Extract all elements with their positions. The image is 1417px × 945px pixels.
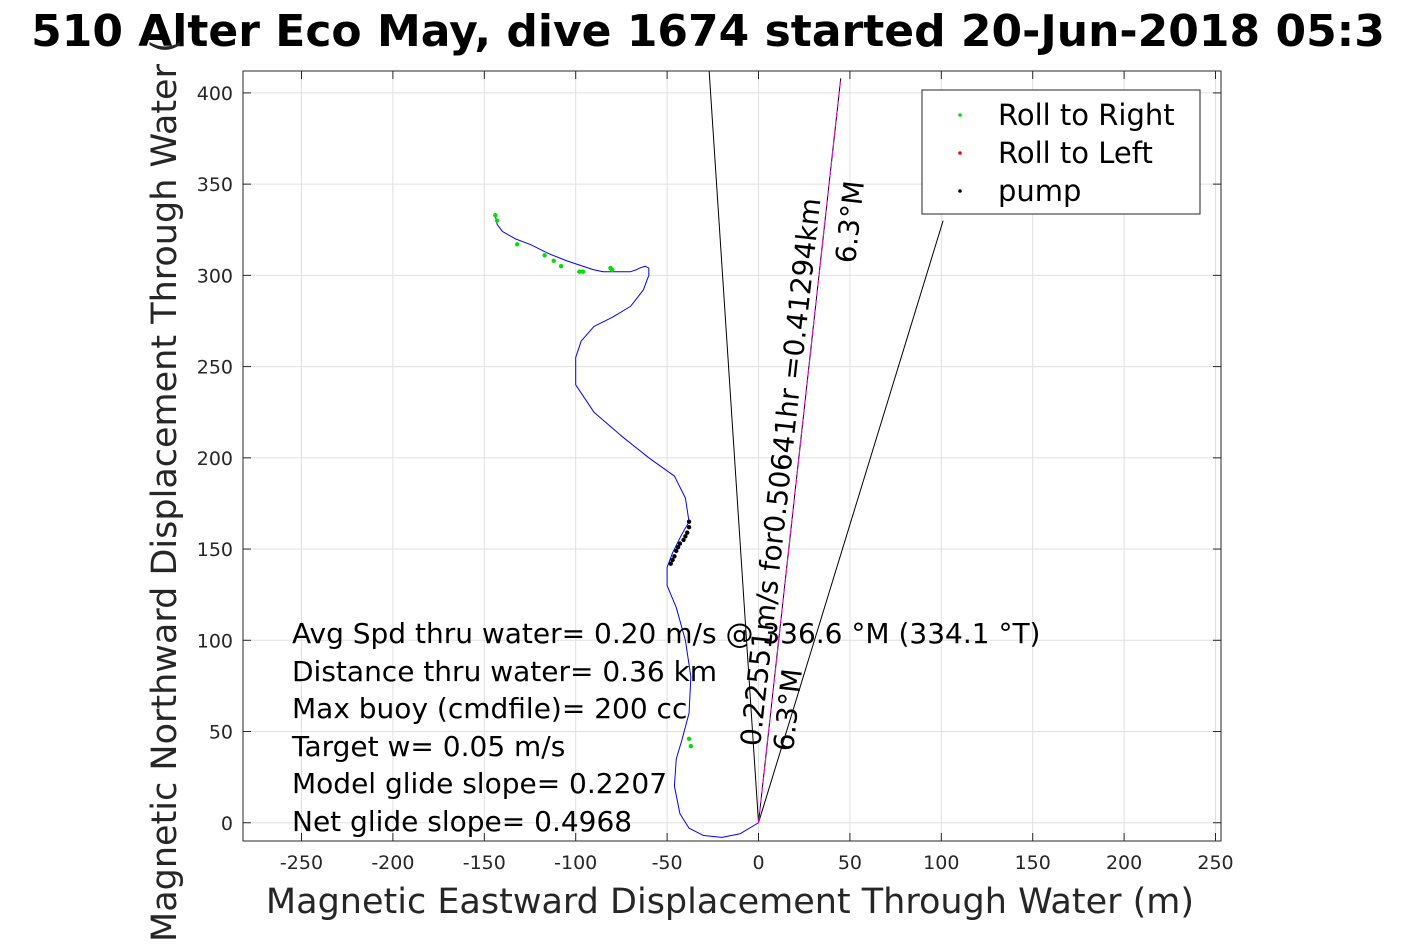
pump-point [677, 541, 683, 546]
y-tick-label: 150 [197, 539, 233, 561]
pump-point [674, 548, 679, 554]
roll-to-right-point [494, 218, 500, 223]
annotation-target-w: Target w= 0.05 m/s [291, 730, 565, 763]
roll-to-right-point [542, 253, 547, 258]
pump-point [681, 537, 686, 543]
plot-frame [242, 70, 1222, 842]
y-tick-label: 300 [197, 265, 233, 287]
roll-to-right-point [577, 269, 582, 274]
track-line [494, 215, 759, 838]
annotation-max-buoy: Max buoy (cmdfile)= 200 cc [292, 692, 687, 725]
x-tick-label: 250 [1197, 852, 1233, 874]
legend-box [921, 89, 1201, 215]
x-tick-label: -100 [554, 852, 597, 874]
y-axis-label: Magnetic Northward Displacement Through … [145, 39, 185, 942]
roll-to-right-point [580, 269, 586, 274]
annotation-distance: Distance thru water= 0.36 km [292, 655, 717, 688]
x-tick-label: -150 [463, 852, 506, 874]
ref-line-2-line [758, 220, 944, 823]
x-tick-label: 200 [1106, 852, 1142, 874]
roll-to-right-point [558, 264, 564, 269]
annotation-net-glide: Net glide slope= 0.4968 [292, 805, 632, 838]
x-tick-label: 100 [923, 852, 959, 874]
roll-to-right-point [686, 736, 692, 742]
y-tick-label: 100 [197, 630, 233, 652]
roll-to-right-point [493, 212, 498, 218]
pump-point [686, 524, 692, 530]
y-tick-label: 250 [197, 357, 233, 379]
x-tick-label: 50 [838, 852, 862, 874]
pump-point [686, 519, 692, 524]
pump-point [668, 561, 673, 566]
roll-to-right-point [515, 242, 520, 247]
x-tick-label: -200 [371, 852, 414, 874]
pump-point [685, 530, 690, 535]
legend-marker-roll-left [958, 151, 962, 155]
x-tick-label: -250 [280, 852, 323, 874]
annotation-model-glide: Model glide slope= 0.2207 [292, 767, 667, 800]
y-tick-label: 0 [221, 813, 233, 835]
legend-marker-pump [958, 189, 962, 193]
x-tick-label: 0 [752, 852, 764, 874]
pump-point [675, 545, 681, 550]
chart-title: 510 Alter Eco May, dive 1674 started 20-… [31, 6, 1385, 57]
legend-marker-roll-right [958, 113, 962, 117]
x-tick-label: 150 [1015, 852, 1051, 874]
pump-point [670, 557, 675, 563]
y-tick-label: 200 [197, 448, 233, 470]
y-tick-label: 400 [197, 83, 233, 105]
ref-line-magenta-line [757, 78, 842, 823]
y-tick-label: 50 [209, 722, 233, 744]
pump-point [683, 534, 688, 539]
x-tick-label: -50 [652, 852, 683, 874]
ref-line-1-line [708, 71, 760, 823]
legend: Roll to Right Roll to Left pump [921, 89, 1201, 215]
annotation-block: Avg Spd thru water= 0.20 m/s @ 336.6 °M … [291, 617, 1040, 838]
pump-point [672, 554, 677, 559]
y-tick-label: 350 [197, 174, 233, 196]
legend-label-pump: pump [998, 174, 1081, 208]
annotation-avg-speed: Avg Spd thru water= 0.20 m/s @ 336.6 °M … [292, 617, 1040, 650]
roll-to-right-point [688, 743, 694, 749]
data-layer [493, 71, 944, 838]
axis-ticks: -250 -200 -150 -100 -50 0 50 100 150 200 250 0 50 100… [197, 71, 1234, 874]
legend-label-roll-right: Roll to Right [998, 98, 1175, 132]
x-axis-label: Magnetic Eastward Displacement Through W… [266, 882, 1194, 922]
roll-to-right-point [608, 265, 613, 271]
roll-to-right-point [551, 258, 556, 263]
legend-label-roll-left: Roll to Left [998, 136, 1153, 170]
